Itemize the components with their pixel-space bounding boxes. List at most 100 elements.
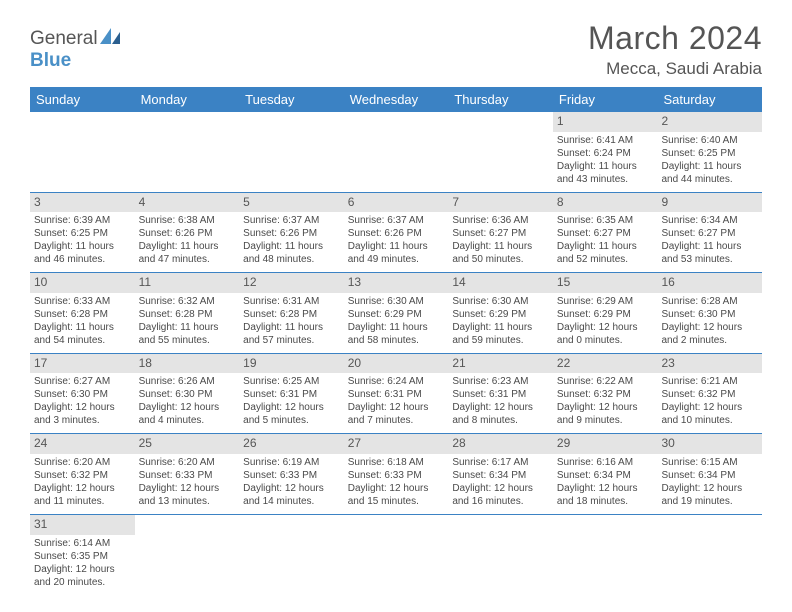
day-detail: Sunrise: 6:28 AM Sunset: 6:30 PM Dayligh… — [661, 295, 758, 347]
day-header-cell: Thursday — [448, 87, 553, 112]
day-cell: 12Sunrise: 6:31 AM Sunset: 6:28 PM Dayli… — [239, 273, 344, 353]
day-cell: 10Sunrise: 6:33 AM Sunset: 6:28 PM Dayli… — [30, 273, 135, 353]
day-cell — [239, 112, 344, 192]
logo-sail-icon — [100, 28, 122, 49]
day-cell — [135, 112, 240, 192]
day-detail: Sunrise: 6:36 AM Sunset: 6:27 PM Dayligh… — [452, 214, 549, 266]
day-number: 1 — [553, 112, 658, 132]
day-number: 16 — [657, 273, 762, 293]
day-number: 10 — [30, 273, 135, 293]
title-block: March 2024 Mecca, Saudi Arabia — [588, 20, 762, 79]
day-number: 20 — [344, 354, 449, 374]
day-cell: 15Sunrise: 6:29 AM Sunset: 6:29 PM Dayli… — [553, 273, 658, 353]
day-cell: 4Sunrise: 6:38 AM Sunset: 6:26 PM Daylig… — [135, 193, 240, 273]
day-number: 13 — [344, 273, 449, 293]
month-title: March 2024 — [588, 20, 762, 57]
day-cell: 16Sunrise: 6:28 AM Sunset: 6:30 PM Dayli… — [657, 273, 762, 353]
day-detail: Sunrise: 6:30 AM Sunset: 6:29 PM Dayligh… — [452, 295, 549, 347]
day-number: 30 — [657, 434, 762, 454]
day-detail: Sunrise: 6:19 AM Sunset: 6:33 PM Dayligh… — [243, 456, 340, 508]
day-cell — [448, 515, 553, 595]
week-row: 1Sunrise: 6:41 AM Sunset: 6:24 PM Daylig… — [30, 112, 762, 193]
day-number: 11 — [135, 273, 240, 293]
day-detail: Sunrise: 6:23 AM Sunset: 6:31 PM Dayligh… — [452, 375, 549, 427]
day-cell — [657, 515, 762, 595]
day-cell — [344, 515, 449, 595]
day-detail: Sunrise: 6:25 AM Sunset: 6:31 PM Dayligh… — [243, 375, 340, 427]
day-cell: 26Sunrise: 6:19 AM Sunset: 6:33 PM Dayli… — [239, 434, 344, 514]
day-cell — [239, 515, 344, 595]
day-number: 19 — [239, 354, 344, 374]
day-number: 3 — [30, 193, 135, 213]
logo-blue-text: Blue — [30, 50, 71, 71]
week-row: 10Sunrise: 6:33 AM Sunset: 6:28 PM Dayli… — [30, 273, 762, 354]
day-cell — [30, 112, 135, 192]
day-detail: Sunrise: 6:26 AM Sunset: 6:30 PM Dayligh… — [139, 375, 236, 427]
day-cell: 8Sunrise: 6:35 AM Sunset: 6:27 PM Daylig… — [553, 193, 658, 273]
day-number: 18 — [135, 354, 240, 374]
day-detail: Sunrise: 6:40 AM Sunset: 6:25 PM Dayligh… — [661, 134, 758, 186]
day-number: 22 — [553, 354, 658, 374]
day-cell: 2Sunrise: 6:40 AM Sunset: 6:25 PM Daylig… — [657, 112, 762, 192]
logo-general-text: General — [30, 28, 98, 49]
day-cell: 28Sunrise: 6:17 AM Sunset: 6:34 PM Dayli… — [448, 434, 553, 514]
day-cell: 25Sunrise: 6:20 AM Sunset: 6:33 PM Dayli… — [135, 434, 240, 514]
day-detail: Sunrise: 6:37 AM Sunset: 6:26 PM Dayligh… — [243, 214, 340, 266]
day-number: 28 — [448, 434, 553, 454]
day-header-cell: Wednesday — [344, 87, 449, 112]
week-row: 31Sunrise: 6:14 AM Sunset: 6:35 PM Dayli… — [30, 515, 762, 595]
day-cell: 5Sunrise: 6:37 AM Sunset: 6:26 PM Daylig… — [239, 193, 344, 273]
day-detail: Sunrise: 6:34 AM Sunset: 6:27 PM Dayligh… — [661, 214, 758, 266]
day-detail: Sunrise: 6:14 AM Sunset: 6:35 PM Dayligh… — [34, 537, 131, 589]
day-detail: Sunrise: 6:31 AM Sunset: 6:28 PM Dayligh… — [243, 295, 340, 347]
day-cell: 11Sunrise: 6:32 AM Sunset: 6:28 PM Dayli… — [135, 273, 240, 353]
logo: GeneralBlue — [30, 20, 122, 72]
day-number: 12 — [239, 273, 344, 293]
day-cell: 27Sunrise: 6:18 AM Sunset: 6:33 PM Dayli… — [344, 434, 449, 514]
day-number: 5 — [239, 193, 344, 213]
day-detail: Sunrise: 6:17 AM Sunset: 6:34 PM Dayligh… — [452, 456, 549, 508]
day-detail: Sunrise: 6:22 AM Sunset: 6:32 PM Dayligh… — [557, 375, 654, 427]
day-detail: Sunrise: 6:29 AM Sunset: 6:29 PM Dayligh… — [557, 295, 654, 347]
day-cell: 17Sunrise: 6:27 AM Sunset: 6:30 PM Dayli… — [30, 354, 135, 434]
week-row: 17Sunrise: 6:27 AM Sunset: 6:30 PM Dayli… — [30, 354, 762, 435]
day-cell: 30Sunrise: 6:15 AM Sunset: 6:34 PM Dayli… — [657, 434, 762, 514]
day-number: 27 — [344, 434, 449, 454]
day-detail: Sunrise: 6:37 AM Sunset: 6:26 PM Dayligh… — [348, 214, 445, 266]
day-number: 24 — [30, 434, 135, 454]
day-number: 6 — [344, 193, 449, 213]
day-number: 25 — [135, 434, 240, 454]
day-cell: 20Sunrise: 6:24 AM Sunset: 6:31 PM Dayli… — [344, 354, 449, 434]
day-cell: 6Sunrise: 6:37 AM Sunset: 6:26 PM Daylig… — [344, 193, 449, 273]
day-number: 14 — [448, 273, 553, 293]
day-header-row: SundayMondayTuesdayWednesdayThursdayFrid… — [30, 87, 762, 112]
day-detail: Sunrise: 6:30 AM Sunset: 6:29 PM Dayligh… — [348, 295, 445, 347]
day-cell — [553, 515, 658, 595]
day-cell: 18Sunrise: 6:26 AM Sunset: 6:30 PM Dayli… — [135, 354, 240, 434]
day-detail: Sunrise: 6:15 AM Sunset: 6:34 PM Dayligh… — [661, 456, 758, 508]
day-number: 21 — [448, 354, 553, 374]
day-detail: Sunrise: 6:35 AM Sunset: 6:27 PM Dayligh… — [557, 214, 654, 266]
day-number: 17 — [30, 354, 135, 374]
day-cell — [135, 515, 240, 595]
day-cell: 23Sunrise: 6:21 AM Sunset: 6:32 PM Dayli… — [657, 354, 762, 434]
day-header-cell: Saturday — [657, 87, 762, 112]
day-number: 23 — [657, 354, 762, 374]
day-number: 31 — [30, 515, 135, 535]
day-number: 26 — [239, 434, 344, 454]
day-cell — [344, 112, 449, 192]
week-row: 3Sunrise: 6:39 AM Sunset: 6:25 PM Daylig… — [30, 193, 762, 274]
day-header-cell: Tuesday — [239, 87, 344, 112]
day-cell: 9Sunrise: 6:34 AM Sunset: 6:27 PM Daylig… — [657, 193, 762, 273]
day-cell: 14Sunrise: 6:30 AM Sunset: 6:29 PM Dayli… — [448, 273, 553, 353]
day-cell: 31Sunrise: 6:14 AM Sunset: 6:35 PM Dayli… — [30, 515, 135, 595]
day-detail: Sunrise: 6:38 AM Sunset: 6:26 PM Dayligh… — [139, 214, 236, 266]
day-detail: Sunrise: 6:41 AM Sunset: 6:24 PM Dayligh… — [557, 134, 654, 186]
calendar: SundayMondayTuesdayWednesdayThursdayFrid… — [30, 87, 762, 595]
day-cell: 1Sunrise: 6:41 AM Sunset: 6:24 PM Daylig… — [553, 112, 658, 192]
day-cell: 19Sunrise: 6:25 AM Sunset: 6:31 PM Dayli… — [239, 354, 344, 434]
day-cell: 3Sunrise: 6:39 AM Sunset: 6:25 PM Daylig… — [30, 193, 135, 273]
day-cell: 22Sunrise: 6:22 AM Sunset: 6:32 PM Dayli… — [553, 354, 658, 434]
week-row: 24Sunrise: 6:20 AM Sunset: 6:32 PM Dayli… — [30, 434, 762, 515]
day-header-cell: Friday — [553, 87, 658, 112]
